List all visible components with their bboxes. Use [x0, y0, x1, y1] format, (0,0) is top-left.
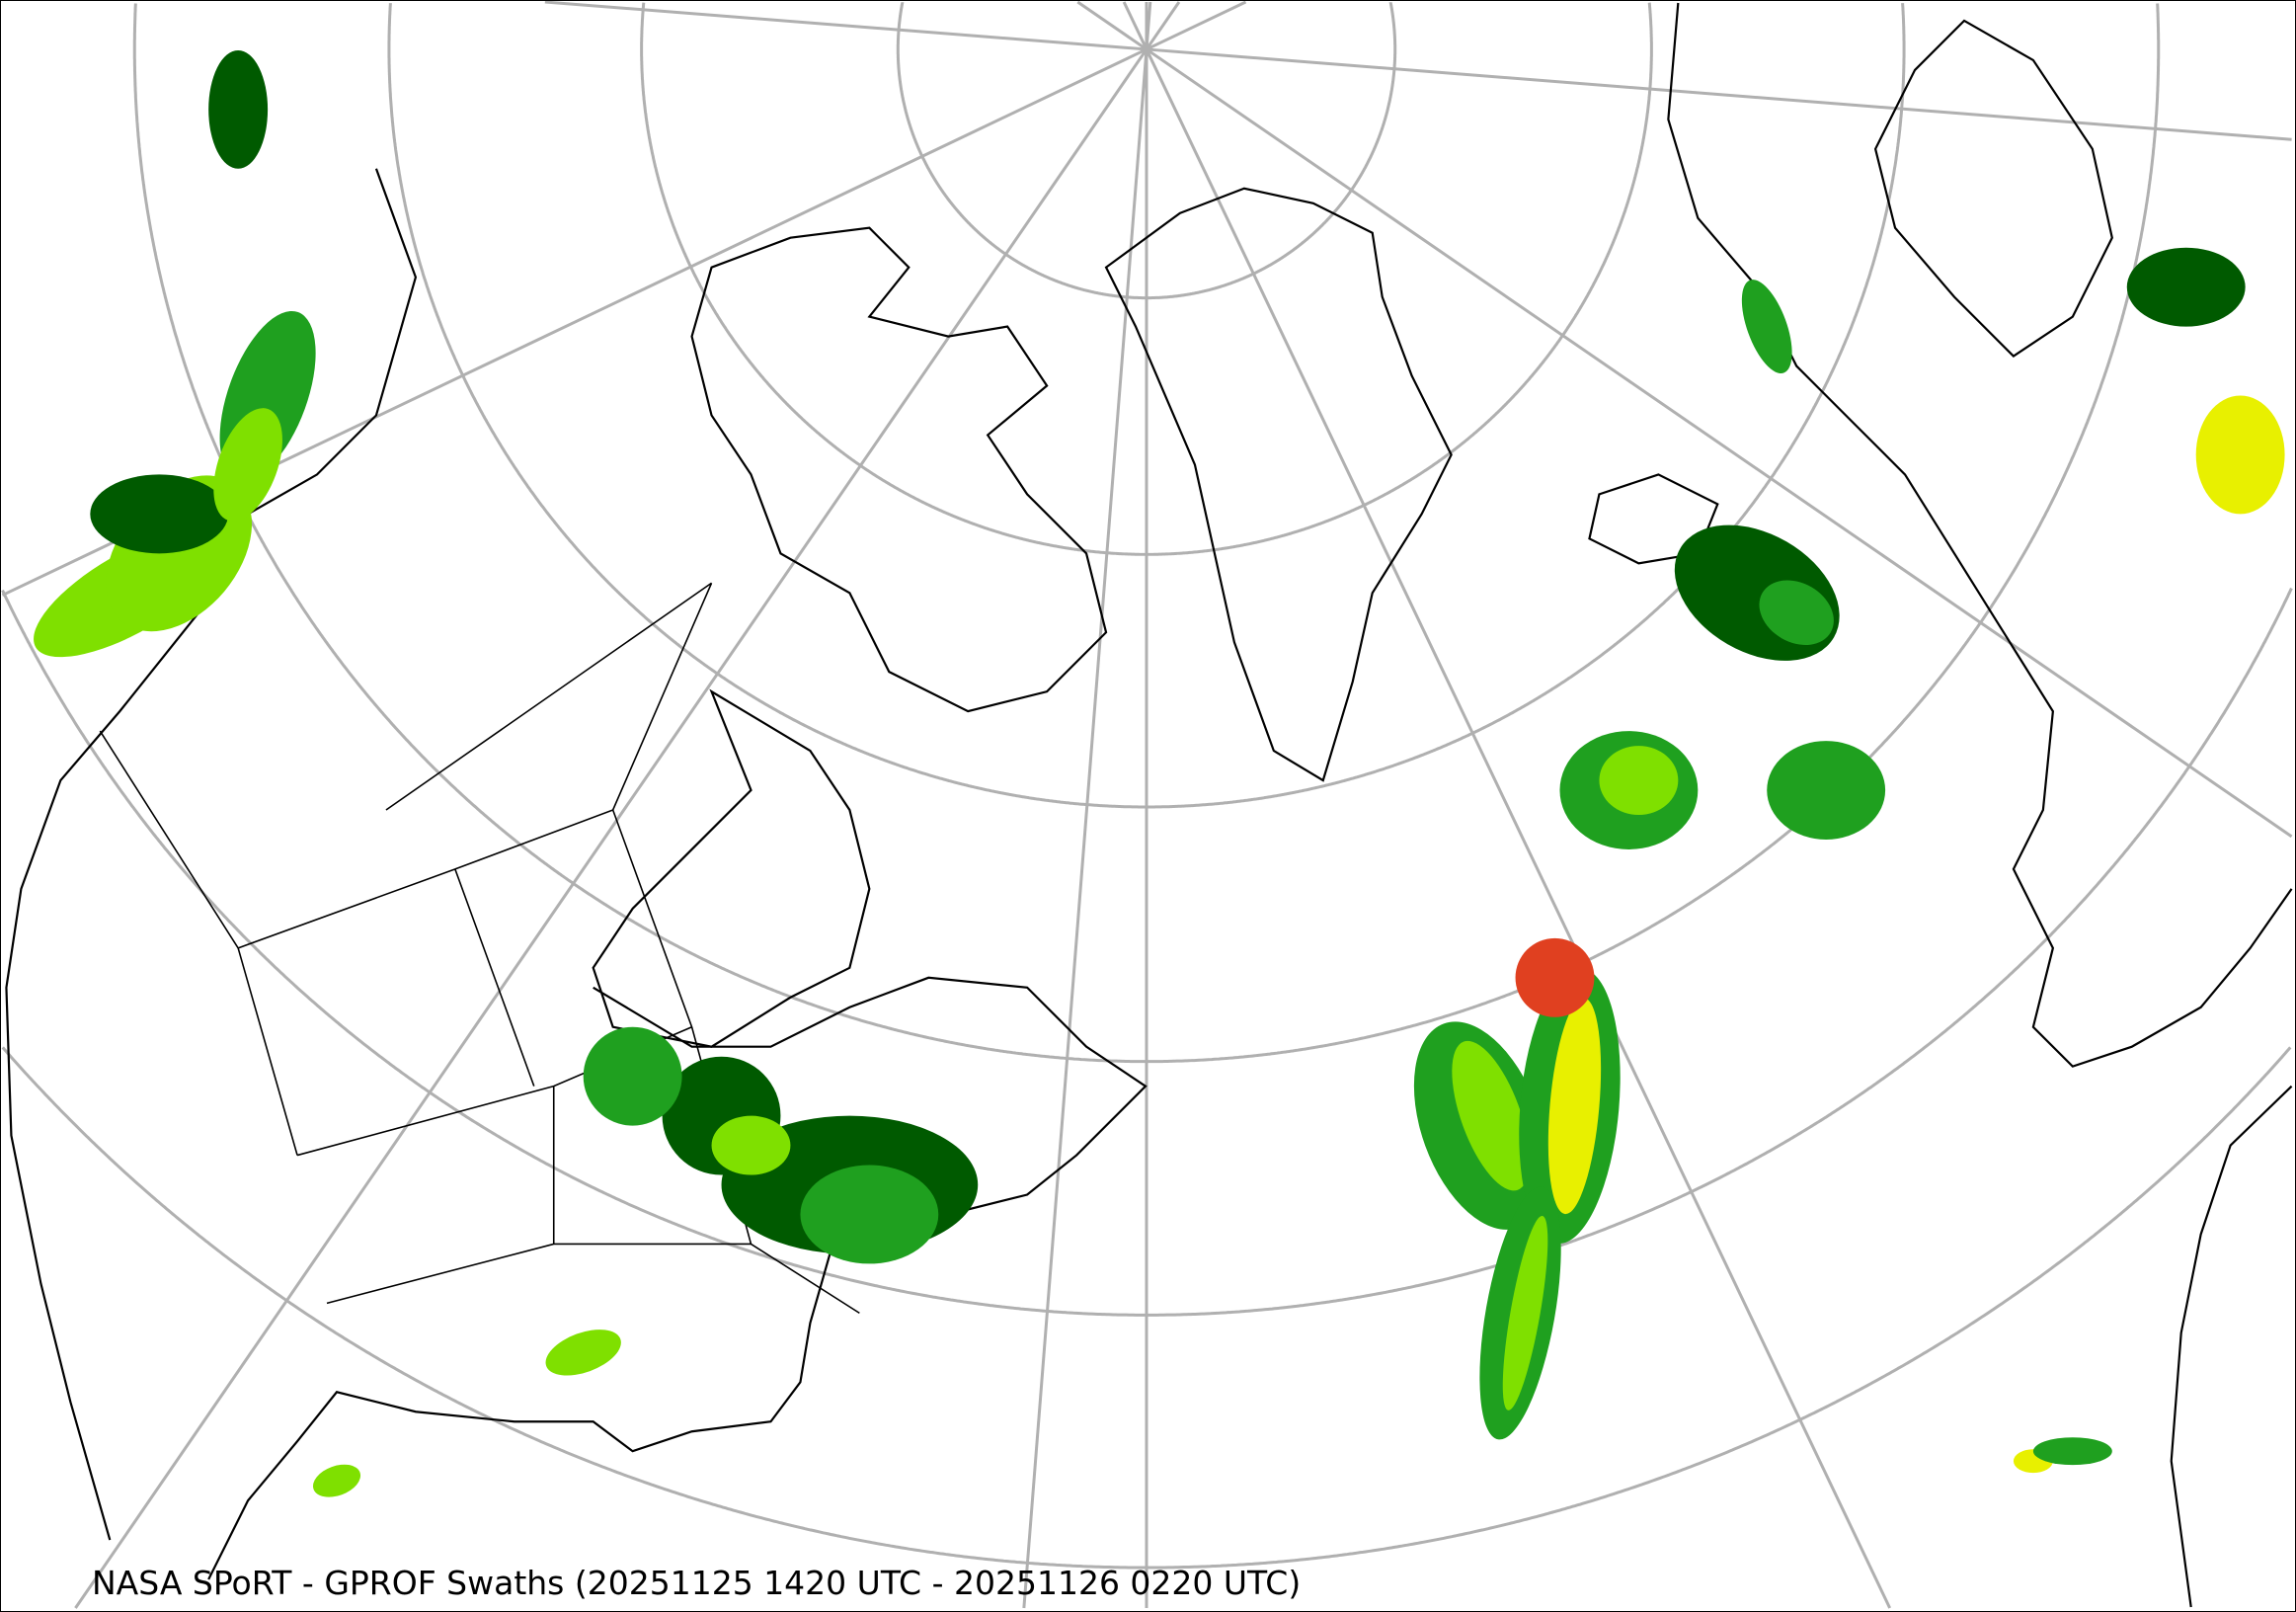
- precip-area: [800, 1165, 939, 1264]
- meridian-line: [544, 1, 1148, 51]
- europe-coast: [1667, 2, 2293, 1608]
- meridian-line: [1146, 47, 2292, 141]
- meridian-line: [1122, 1, 1148, 50]
- meridian-line: [1145, 1, 1181, 50]
- precip-area: [1452, 1040, 1530, 1191]
- greenland-coast: [1104, 187, 1453, 782]
- meridian-line: [1076, 1, 1148, 51]
- map-caption: NASA SPoRT - GPROF Swaths (20251125 1420…: [92, 1564, 1302, 1602]
- precip-area: [1741, 280, 1792, 374]
- meridian-line: [74, 48, 1148, 1609]
- precip-area: [583, 1026, 682, 1126]
- precip-area: [1547, 998, 1602, 1215]
- precip-area: [213, 408, 282, 522]
- meridian-line: [1145, 48, 1892, 1609]
- precip-area: [2195, 395, 2285, 515]
- precip-area: [90, 474, 229, 554]
- precip-area: [1767, 741, 1886, 840]
- canadian-arctic-coast: [690, 226, 1108, 713]
- precipitation-swaths: [34, 49, 2285, 1497]
- precip-area: [208, 49, 269, 169]
- precip-area: [1515, 937, 1595, 1017]
- meridian-line: [1146, 47, 2293, 839]
- precip-area: [312, 1464, 361, 1497]
- precip-area: [1502, 1215, 1548, 1410]
- precip-area: [1759, 580, 1834, 645]
- scandinavia-coast: [1873, 19, 2113, 358]
- meridian-line: [1146, 1, 1247, 51]
- precip-area: [2126, 247, 2246, 327]
- coastlines: [5, 2, 2293, 1608]
- latitude-circle: [387, 3, 1906, 809]
- latitude-circle: [896, 2, 1397, 300]
- meridian-line: [1022, 48, 1148, 1609]
- precip-area: [711, 1115, 791, 1175]
- precip-area: [1599, 746, 1679, 815]
- precip-area: [1674, 524, 1840, 661]
- state-borders: [99, 582, 860, 1315]
- precip-area: [545, 1330, 621, 1376]
- precip-area: [2032, 1437, 2112, 1466]
